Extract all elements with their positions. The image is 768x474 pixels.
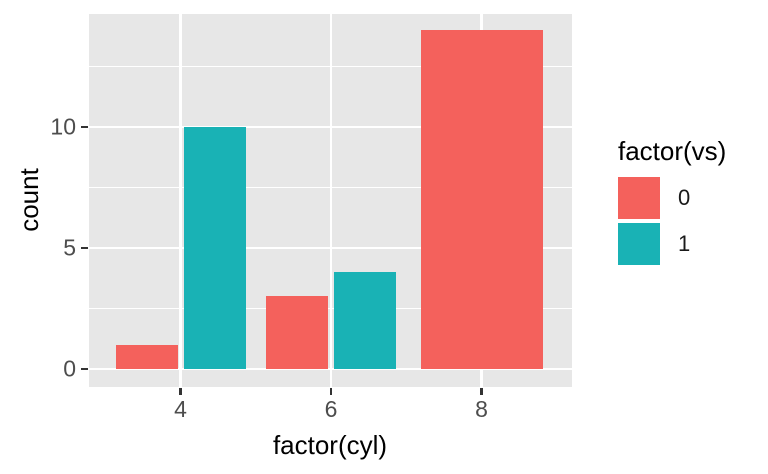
y-tick-label: 5	[63, 234, 76, 261]
x-tick-mark	[329, 388, 333, 395]
y-tick-mark	[81, 125, 88, 129]
legend-entry-label: 0	[678, 185, 691, 210]
bar-cyl6-vs0	[266, 296, 328, 369]
x-tick-label: 8	[475, 396, 488, 422]
legend-title: factor(vs)	[618, 136, 727, 166]
legend-key-swatch	[618, 177, 660, 219]
bar-cyl8-vs0	[420, 30, 543, 369]
bar-cyl6-vs1	[334, 272, 396, 369]
y-tick-label: 10	[50, 113, 76, 140]
y-tick-mark	[81, 367, 88, 371]
legend-entry: 0	[618, 177, 726, 219]
legend-entry-label: 1	[678, 231, 691, 256]
x-tick-mark	[179, 388, 182, 395]
y-tick-label: 0	[63, 355, 76, 382]
x-tick-mark	[480, 388, 483, 395]
y-axis-title: count	[14, 168, 44, 232]
x-axis-title: factor(cyl)	[272, 430, 388, 460]
y-tick-mark	[81, 246, 88, 250]
major-gridline-x	[329, 14, 333, 387]
plot-panel	[89, 14, 572, 387]
legend-key-swatch	[618, 223, 660, 265]
major-gridline-x	[179, 14, 182, 387]
x-tick-label: 4	[174, 396, 187, 422]
x-tick-label: 6	[324, 396, 338, 422]
legend-entry: 1	[618, 223, 726, 265]
bar-cyl4-vs1	[183, 127, 246, 369]
bar-cyl4-vs0	[115, 344, 178, 369]
